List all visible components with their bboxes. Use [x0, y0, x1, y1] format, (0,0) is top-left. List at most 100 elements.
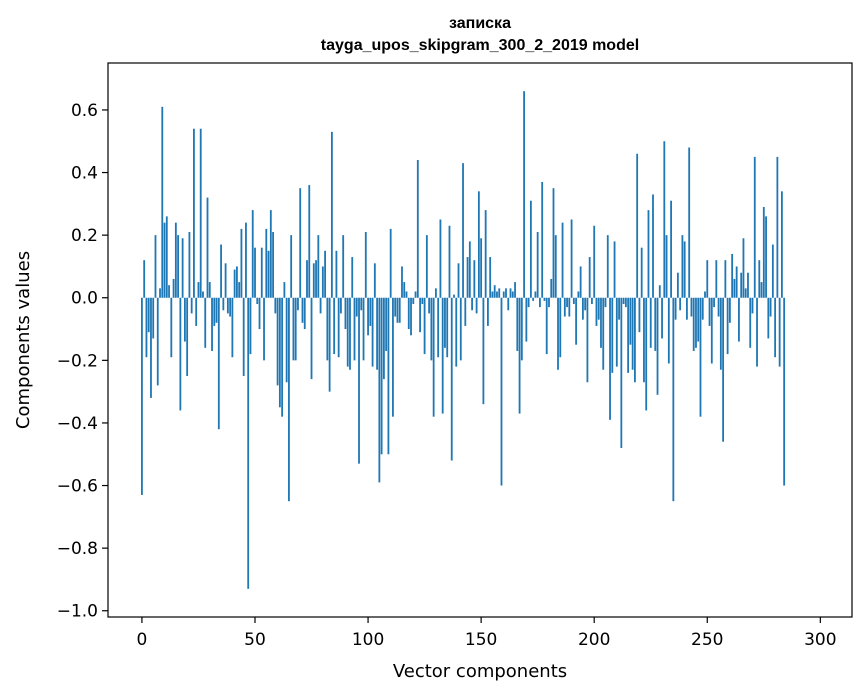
bar — [220, 244, 222, 298]
bar — [613, 241, 616, 298]
bar — [193, 128, 195, 298]
bar — [591, 297, 593, 305]
bar — [634, 297, 636, 383]
bar — [715, 260, 718, 298]
bar — [536, 232, 539, 298]
bar — [251, 210, 254, 298]
y-tick-label: 0.6 — [71, 101, 98, 121]
bar — [152, 297, 155, 339]
bar — [676, 272, 679, 298]
bar — [290, 235, 293, 298]
x-tick-label: 250 — [691, 630, 723, 650]
bar — [403, 282, 406, 298]
bar — [229, 297, 232, 317]
bar — [371, 297, 374, 367]
bar — [688, 147, 691, 298]
bar — [561, 222, 564, 298]
bar — [602, 297, 605, 370]
bar — [697, 297, 700, 342]
bar — [738, 297, 740, 342]
x-tick-label: 50 — [244, 630, 266, 650]
bar — [179, 297, 182, 411]
bar — [624, 297, 627, 308]
y-tick-label: 0.4 — [71, 164, 98, 184]
bar — [269, 210, 272, 298]
bar — [276, 297, 279, 386]
bar — [661, 297, 663, 339]
bar — [462, 163, 464, 298]
bar — [398, 297, 401, 323]
bar — [724, 260, 727, 298]
x-tick-label: 100 — [352, 630, 384, 650]
bar — [362, 297, 365, 361]
bar — [529, 200, 532, 298]
bar — [330, 131, 333, 298]
bar — [455, 297, 458, 367]
bar — [351, 257, 354, 298]
bar — [550, 278, 553, 298]
bar — [177, 235, 180, 298]
bar — [197, 282, 200, 298]
bar — [170, 297, 173, 358]
bar — [240, 228, 243, 298]
bar — [294, 297, 297, 361]
bar — [315, 260, 317, 298]
bar — [520, 297, 523, 361]
bar — [769, 297, 772, 317]
bar — [448, 225, 451, 298]
bar — [539, 297, 541, 308]
bar — [756, 297, 758, 367]
bar — [525, 297, 528, 342]
bar — [344, 297, 347, 330]
bar — [439, 219, 442, 298]
bar — [514, 282, 516, 298]
bar — [749, 297, 752, 348]
bar-series — [141, 91, 786, 589]
bar — [516, 297, 519, 351]
bar — [385, 297, 388, 351]
bar — [776, 156, 779, 298]
bar — [638, 297, 641, 333]
y-tick-label: 0.2 — [71, 226, 98, 246]
bar — [215, 297, 218, 323]
bar — [690, 297, 693, 317]
bar — [360, 297, 363, 311]
bar — [346, 297, 349, 367]
bar — [437, 297, 440, 358]
bar — [572, 297, 575, 305]
bar — [548, 297, 550, 308]
bar — [224, 263, 227, 298]
bar — [190, 297, 193, 314]
bar — [563, 297, 566, 317]
y-axis-label: Components values — [13, 251, 34, 429]
bar — [496, 291, 498, 298]
bar — [735, 266, 738, 298]
bar — [771, 244, 774, 298]
bar — [340, 297, 342, 314]
bar — [751, 297, 754, 314]
bar — [242, 297, 245, 376]
bar — [405, 291, 408, 298]
bar — [376, 297, 379, 370]
bar — [647, 210, 650, 298]
bar — [211, 297, 213, 351]
bar — [392, 297, 394, 417]
bar — [254, 247, 256, 298]
bar — [518, 297, 521, 414]
bar — [412, 297, 415, 305]
bar — [722, 297, 725, 442]
bar — [636, 153, 639, 298]
bar — [701, 297, 704, 320]
bar — [631, 297, 634, 370]
bar — [401, 266, 403, 298]
bar — [541, 181, 544, 298]
x-tick-label: 150 — [465, 630, 497, 650]
bar — [609, 297, 611, 420]
y-tick-label: −1.0 — [57, 602, 98, 622]
bar — [713, 297, 715, 308]
bar — [245, 222, 247, 298]
bar — [744, 288, 747, 298]
bar — [731, 253, 734, 298]
bar — [394, 297, 397, 317]
bar — [236, 266, 238, 298]
